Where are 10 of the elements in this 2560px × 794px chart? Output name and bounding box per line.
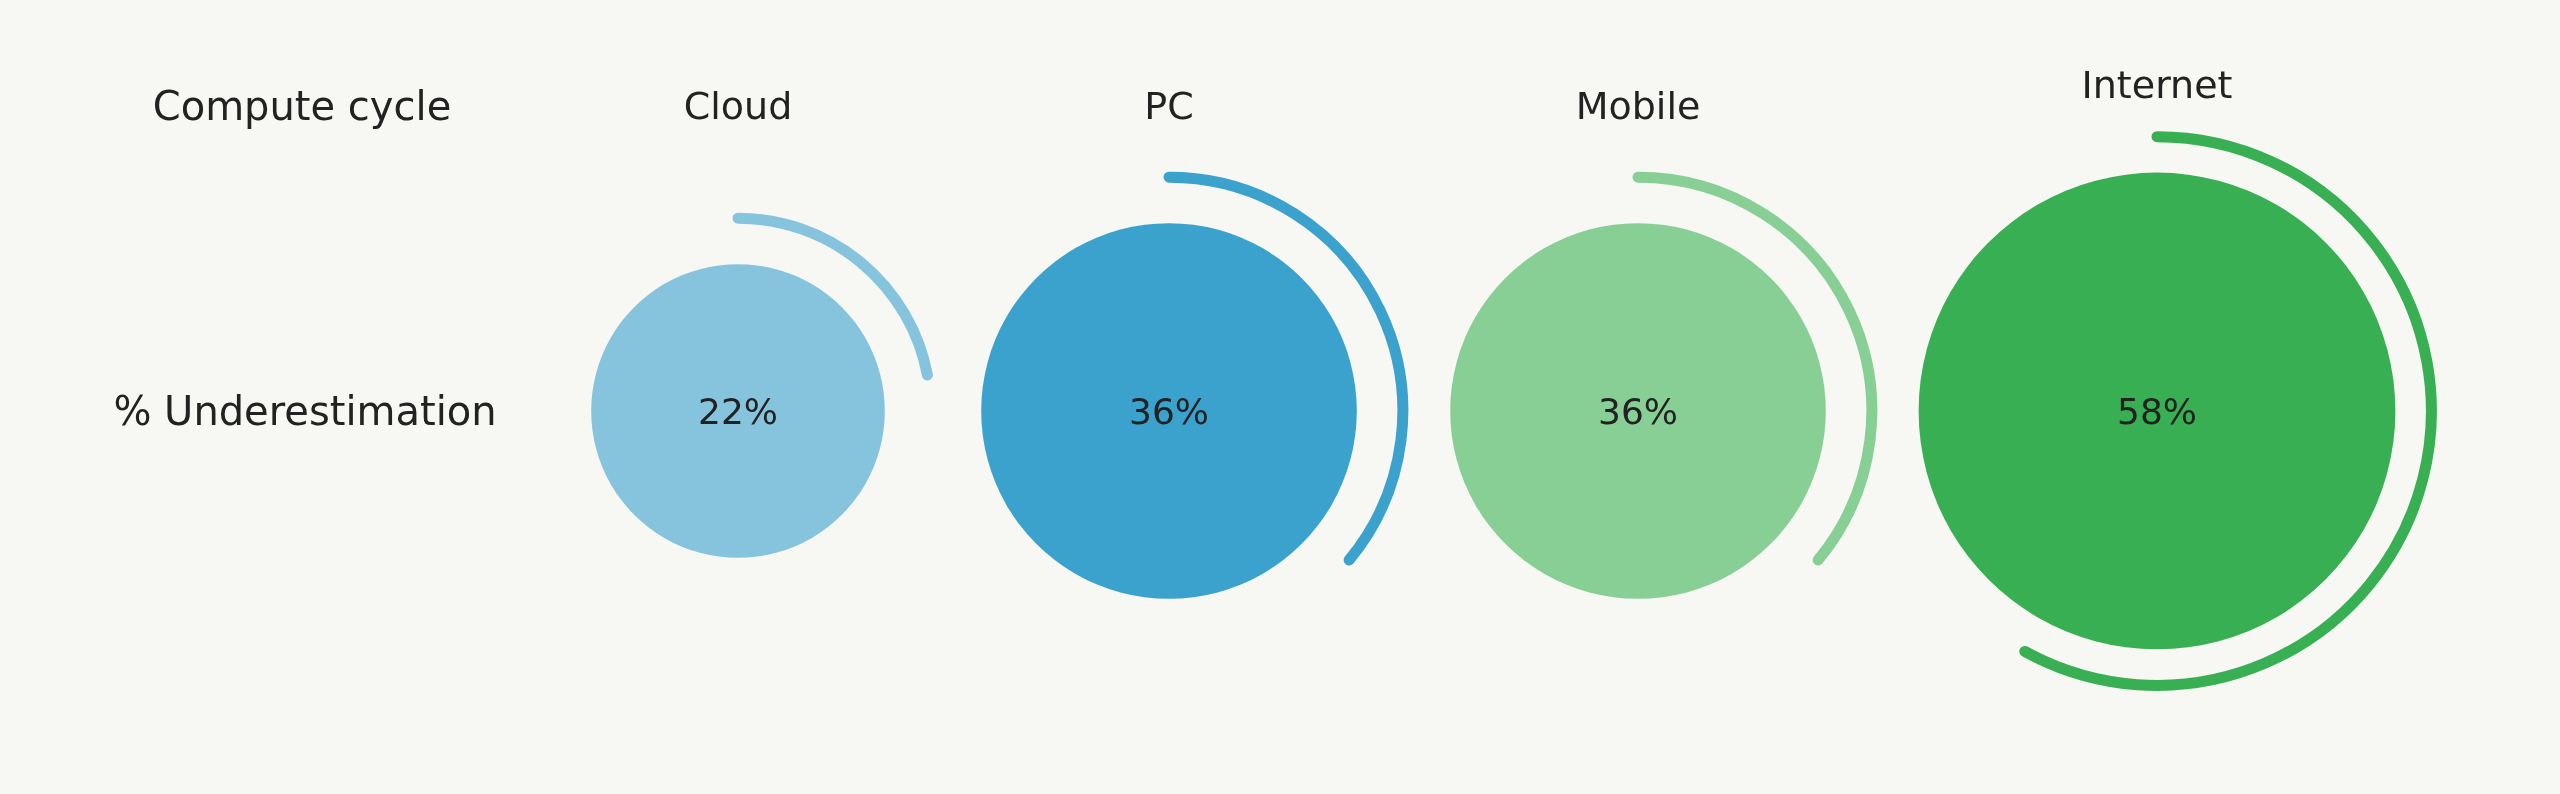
text: Compute cycle: [152, 83, 452, 129]
category-label: Internet: [2081, 63, 2233, 107]
category-label: Cloud: [683, 84, 793, 128]
data-label: 58%: [2116, 390, 2198, 432]
data-label: 36%: [1128, 390, 1210, 432]
category-label: Mobile: [1575, 84, 1701, 128]
category-label: PC: [1144, 84, 1194, 128]
data-label: 22%: [697, 390, 779, 432]
data-label: 36%: [1597, 390, 1679, 432]
text: % Underestimation: [113, 388, 497, 434]
